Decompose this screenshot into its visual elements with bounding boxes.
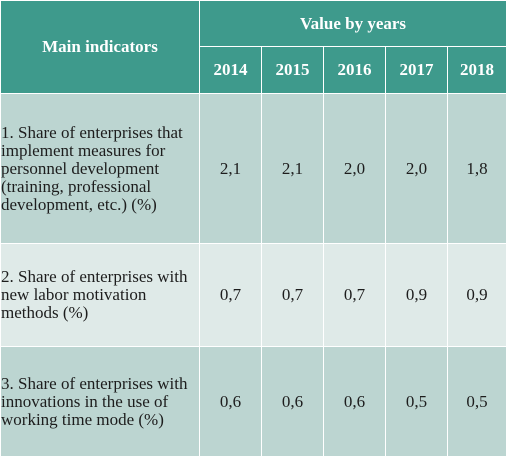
indicator-label: 1. Share of enterprises that implement m… [1,94,200,244]
table-row: 2. Share of enterprises with new labor m… [1,244,506,347]
value-cell: 0,6 [200,347,262,457]
year-header-2016: 2016 [324,47,386,94]
value-cell: 0,7 [200,244,262,347]
value-cell: 0,5 [448,347,506,457]
year-header-2018: 2018 [448,47,506,94]
value-cell: 0,7 [324,244,386,347]
value-cell: 0,6 [324,347,386,457]
value-cell: 2,0 [324,94,386,244]
value-cell: 0,6 [262,347,324,457]
value-cell: 0,9 [386,244,448,347]
table-row: 1. Share of enterprises that implement m… [1,94,506,244]
value-cell: 1,8 [448,94,506,244]
value-cell: 0,9 [448,244,506,347]
indicator-label: 2. Share of enterprises with new labor m… [1,244,200,347]
main-indicators-header: Main indicators [1,1,200,94]
value-cell: 2,0 [386,94,448,244]
year-header-2017: 2017 [386,47,448,94]
value-cell: 2,1 [200,94,262,244]
indicator-label: 3. Share of enterprises with innovations… [1,347,200,457]
year-header-2014: 2014 [200,47,262,94]
value-cell: 0,7 [262,244,324,347]
table-row: 3. Share of enterprises with innovations… [1,347,506,457]
year-header-2015: 2015 [262,47,324,94]
value-cell: 2,1 [262,94,324,244]
value-cell: 0,5 [386,347,448,457]
value-by-years-header: Value by years [200,1,506,47]
